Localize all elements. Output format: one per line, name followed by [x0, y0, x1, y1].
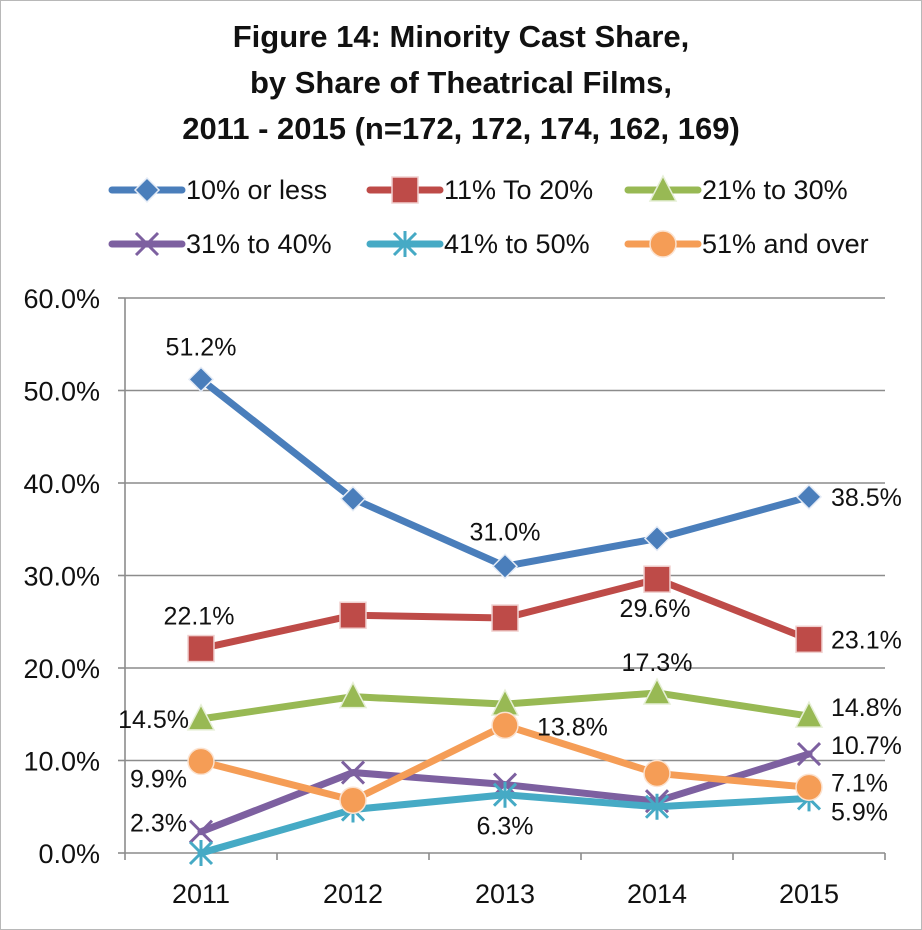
data-label: 13.8% [537, 713, 608, 741]
data-point [795, 773, 823, 802]
data-label: 38.5% [831, 484, 902, 512]
data-point [492, 781, 518, 808]
data-point [795, 625, 823, 654]
legend-marker [133, 176, 161, 204]
data-point [643, 525, 671, 552]
legend-entry: 11% To 20% [366, 175, 593, 205]
data-label: 5.9% [831, 798, 888, 826]
legend-marker [391, 176, 419, 204]
data-point [339, 485, 367, 512]
chart-title-line-2: by Share of Theatrical Films, [249, 65, 673, 100]
y-tick-label: 0.0% [38, 839, 100, 869]
data-label: 22.1% [164, 603, 235, 631]
data-point [642, 677, 672, 705]
data-point [338, 681, 368, 709]
legend-label: 10% or less [186, 175, 327, 205]
data-label: 9.9% [130, 765, 187, 793]
data-label: 51.2% [166, 333, 237, 361]
legend-label: 51% and over [702, 229, 869, 259]
y-tick-label: 30.0% [23, 562, 100, 592]
y-tick-label: 50.0% [23, 377, 100, 407]
data-label: 10.7% [831, 732, 902, 760]
data-label: 2.3% [130, 810, 187, 838]
legend-marker [648, 174, 678, 202]
data-label: 7.1% [831, 769, 888, 797]
chart-title-line-1: Figure 14: Minority Cast Share, [232, 19, 690, 54]
data-point [491, 711, 519, 740]
data-label: 23.1% [831, 626, 902, 654]
legend-entry: 41% to 50% [366, 229, 590, 259]
x-tick-label: 2013 [475, 879, 535, 909]
data-point [188, 840, 214, 866]
data-point [187, 747, 215, 776]
data-point [794, 700, 824, 728]
legend-label: 11% To 20% [444, 175, 593, 205]
y-tick-label: 10.0% [23, 747, 100, 777]
legend-entry: 21% to 30% [624, 174, 848, 205]
legend-marker [649, 230, 677, 258]
data-point [643, 565, 671, 593]
data-point [339, 786, 367, 815]
legend-marker [392, 231, 418, 257]
legend-entry: 31% to 40% [108, 229, 332, 259]
x-tick-label: 2012 [323, 879, 383, 909]
data-label: 17.3% [622, 649, 693, 677]
data-point [491, 604, 519, 632]
x-tick-label: 2011 [172, 879, 230, 909]
y-tick-label: 60.0% [23, 284, 100, 314]
legend-label: 41% to 50% [444, 229, 590, 259]
y-tick-label: 20.0% [23, 654, 100, 684]
data-point [796, 741, 822, 767]
data-point [188, 819, 214, 844]
data-point [340, 760, 366, 785]
data-label: 14.5% [118, 706, 189, 734]
data-point [186, 703, 216, 731]
data-point [491, 553, 519, 580]
y-tick-label: 40.0% [23, 469, 100, 499]
legend-entry: 10% or less [108, 175, 327, 205]
legend-marker [134, 231, 160, 257]
data-label: 31.0% [470, 518, 541, 546]
data-point [187, 634, 215, 663]
x-tick-label: 2014 [627, 879, 687, 909]
data-point [187, 366, 215, 393]
data-point [339, 601, 367, 630]
data-point [795, 483, 823, 510]
legend-label: 21% to 30% [702, 175, 848, 205]
data-label: 29.6% [620, 595, 691, 623]
chart-title-line-3: 2011 - 2015 (n=172, 172, 174, 162, 169) [182, 111, 740, 146]
data-point [643, 759, 671, 788]
data-label: 6.3% [477, 813, 534, 841]
data-label: 14.8% [831, 694, 902, 722]
legend-label: 31% to 40% [186, 229, 332, 259]
legend-entry: 51% and over [624, 229, 869, 259]
data-point [644, 793, 670, 820]
x-tick-label: 2015 [779, 879, 839, 909]
chart-title: Figure 14: Minority Cast Share, by Share… [0, 14, 922, 152]
